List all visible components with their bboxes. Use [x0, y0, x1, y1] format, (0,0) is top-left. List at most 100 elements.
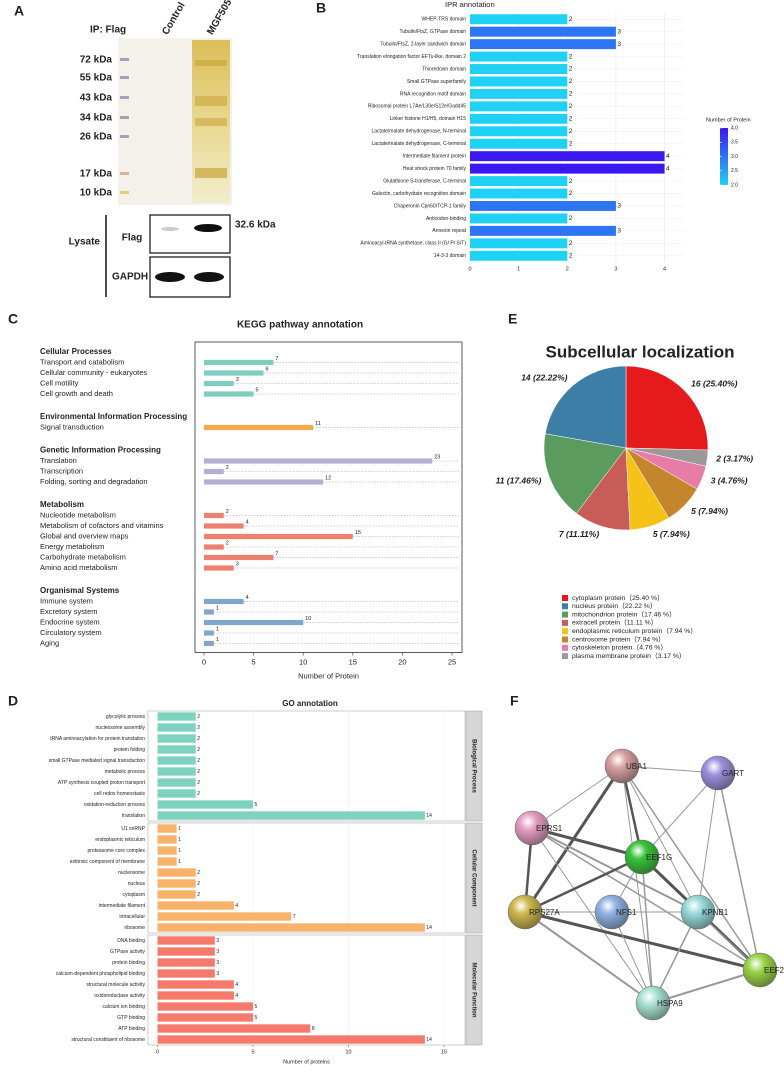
value-label: 2 [197, 747, 200, 753]
value-label: 2 [569, 103, 573, 110]
network-edge [531, 827, 654, 1004]
value-label: 5 (7.94%) [653, 529, 690, 539]
x-tick-label: 15 [349, 657, 357, 666]
bar [470, 176, 568, 187]
y-tick-label: Tubulin/FtsZ, GTPase domain [399, 29, 466, 35]
marker-label: 72 kDa [80, 55, 113, 66]
network-node [680, 894, 716, 930]
pie-slice [625, 365, 709, 451]
value-label: 5 [255, 1015, 258, 1021]
blot-band [194, 272, 224, 282]
x-tick-label: 1 [517, 266, 520, 272]
y-tick-label: Translation [40, 456, 77, 465]
value-label: 2 (3.17%) [715, 454, 753, 464]
bar [470, 113, 568, 124]
legend-label: cytoplasm protein（25.40 %） [572, 594, 664, 602]
y-tick-label: Immune system [40, 596, 93, 605]
marker-label: 43 kDa [80, 93, 113, 104]
y-tick-label: Metabolism of cofactors and vitamins [40, 521, 164, 530]
chart-title: KEGG pathway annotation [237, 320, 363, 331]
bar [203, 380, 234, 387]
bar [470, 126, 568, 137]
legend-label: cytoskeleton protein（4.76 %） [572, 644, 667, 652]
y-tick-label: Transcription [40, 466, 83, 475]
facet-label: Cellular Component [470, 849, 476, 906]
y-tick-label: calcium-dependent phospholipid binding [56, 971, 145, 977]
value-label: 5 [256, 387, 259, 393]
y-tick-label: 14-3-3 domain [434, 253, 466, 259]
facet-strip [465, 822, 483, 934]
group-label: Organismal Systems [40, 586, 120, 595]
bar [157, 767, 196, 776]
network-node [594, 894, 630, 930]
group-label: Environmental Information Processing [40, 412, 187, 421]
bar [157, 846, 177, 855]
network-edge [524, 911, 654, 1004]
pie-slice [544, 365, 627, 449]
y-tick-label: Signal transduction [40, 422, 104, 431]
network-node [742, 952, 778, 988]
x-tick-label: 3 [614, 266, 617, 272]
y-tick-label: Thioredoxin domain [422, 66, 466, 72]
node-label: RPS27A [529, 908, 560, 917]
network-edge [524, 910, 761, 972]
bar [203, 554, 274, 561]
legend-label: mitochondrion protein（17.46 %） [572, 610, 676, 618]
value-label: 11 [315, 421, 321, 427]
facet-label: Biological Process [470, 739, 476, 793]
value-label: 2 [569, 78, 573, 85]
bar [203, 630, 214, 636]
y-tick-label: Cell growth and death [40, 389, 113, 398]
value-label: 2 [569, 66, 573, 73]
legend-label: plasma membrane protein（3.17 %） [572, 652, 686, 660]
y-tick-label: Lactate/malate dehydrogenase, N-terminal [372, 129, 467, 135]
y-tick-label: cell redox homeostasis [94, 791, 145, 797]
network-node [635, 985, 671, 1021]
bar [470, 200, 616, 211]
network-edge [641, 856, 654, 1004]
value-label: 7 (11.11%) [559, 529, 599, 539]
value-label: 2 [569, 53, 573, 60]
network-edge [621, 765, 654, 1004]
y-tick-label: Intermediate filament protein [403, 154, 467, 160]
value-label: 5 [255, 802, 258, 808]
value-label: 3 [216, 938, 219, 944]
value-label: 1 [216, 637, 219, 643]
bar [203, 565, 234, 571]
value-label: 4 [666, 153, 670, 160]
blot-band [161, 227, 179, 231]
node-label: GART [722, 769, 744, 778]
bar [203, 458, 433, 464]
y-tick-label: endoplasmic reticulum [95, 837, 145, 843]
y-tick-label: Chaperonin Cpn60/TCP-1 family [394, 203, 467, 209]
bar [157, 923, 425, 932]
bar [470, 163, 665, 174]
gel-band [195, 168, 227, 178]
x-tick-label: 4 [663, 266, 666, 272]
value-label: 7 [293, 914, 296, 920]
value-label: 4 [246, 595, 249, 601]
panel-label: B [316, 0, 326, 16]
value-label: 11 (17.46%) [496, 475, 542, 485]
bar [470, 101, 568, 112]
value-label: 3 [617, 203, 621, 210]
y-tick-label: RNA recognition motif domain [400, 91, 466, 97]
bar [157, 980, 234, 989]
group-label: Metabolism [40, 500, 84, 509]
y-tick-label: U1 snRNP [121, 826, 145, 832]
bar [157, 1013, 254, 1022]
value-label: 3 [216, 949, 219, 955]
facet-strip [465, 710, 483, 822]
y-tick-label: Excretory system [40, 607, 98, 616]
y-tick-label: nucleosome [118, 870, 145, 876]
node-label: EPRS1 [536, 824, 563, 833]
blot-panel: IP: Flag Control MGF505-3R 72 kDa 55 kDa… [69, 0, 276, 298]
lane-label: Control [160, 0, 187, 36]
value-label: 2 [197, 769, 200, 775]
y-tick-label: Glutathione S-transferase, C-terminal [383, 178, 466, 184]
value-label: 4 [666, 165, 670, 172]
bar [203, 598, 244, 605]
x-tick-label: 15 [441, 1049, 447, 1055]
y-tick-label: Lactate/malate dehydrogenase, C-terminal [372, 141, 467, 147]
y-tick-label: calcium ion binding [102, 1004, 145, 1010]
